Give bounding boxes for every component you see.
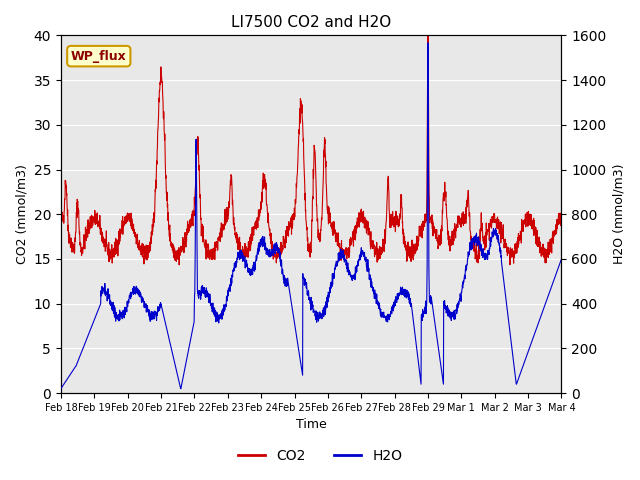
Y-axis label: H2O (mmol/m3): H2O (mmol/m3) xyxy=(612,164,625,264)
Y-axis label: CO2 (mmol/m3): CO2 (mmol/m3) xyxy=(15,164,28,264)
Text: WP_flux: WP_flux xyxy=(71,49,127,63)
X-axis label: Time: Time xyxy=(296,419,326,432)
Legend: CO2, H2O: CO2, H2O xyxy=(232,443,408,468)
Title: LI7500 CO2 and H2O: LI7500 CO2 and H2O xyxy=(231,15,391,30)
